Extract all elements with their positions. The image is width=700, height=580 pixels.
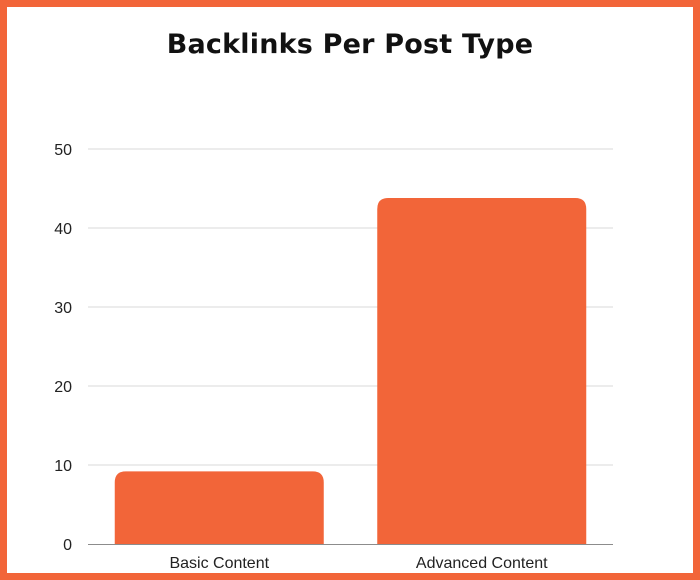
bar-basic-content (114, 471, 324, 544)
bar-advanced-content (377, 197, 587, 545)
y-tick-label: 40 (54, 221, 72, 238)
y-tick-label: 20 (54, 379, 72, 396)
chart-title: Backlinks Per Post Type (166, 29, 534, 60)
y-tick-label: 30 (54, 300, 72, 317)
y-tick-label: 0 (63, 537, 72, 554)
x-tick-label: Basic Content (169, 555, 269, 572)
y-tick-label: 50 (54, 142, 72, 159)
x-tick-label: Advanced Content (416, 555, 548, 572)
y-tick-label: 10 (54, 458, 72, 475)
